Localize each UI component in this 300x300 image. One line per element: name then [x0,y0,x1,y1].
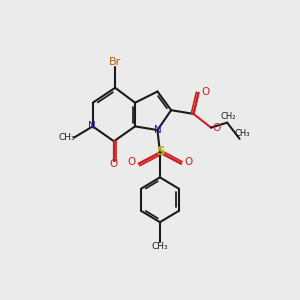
Text: CH₃: CH₃ [234,129,250,138]
Text: O: O [109,159,118,169]
Text: CH₃: CH₃ [59,133,75,142]
Text: O: O [184,158,192,167]
Text: CH₃: CH₃ [152,242,168,251]
Text: O: O [201,86,210,97]
Text: O: O [128,158,136,167]
Text: O: O [212,123,220,133]
Text: N: N [154,125,162,135]
Text: Br: Br [109,57,121,67]
Text: CH₂: CH₂ [220,112,236,121]
Text: S: S [157,145,165,158]
Text: N: N [88,122,96,131]
